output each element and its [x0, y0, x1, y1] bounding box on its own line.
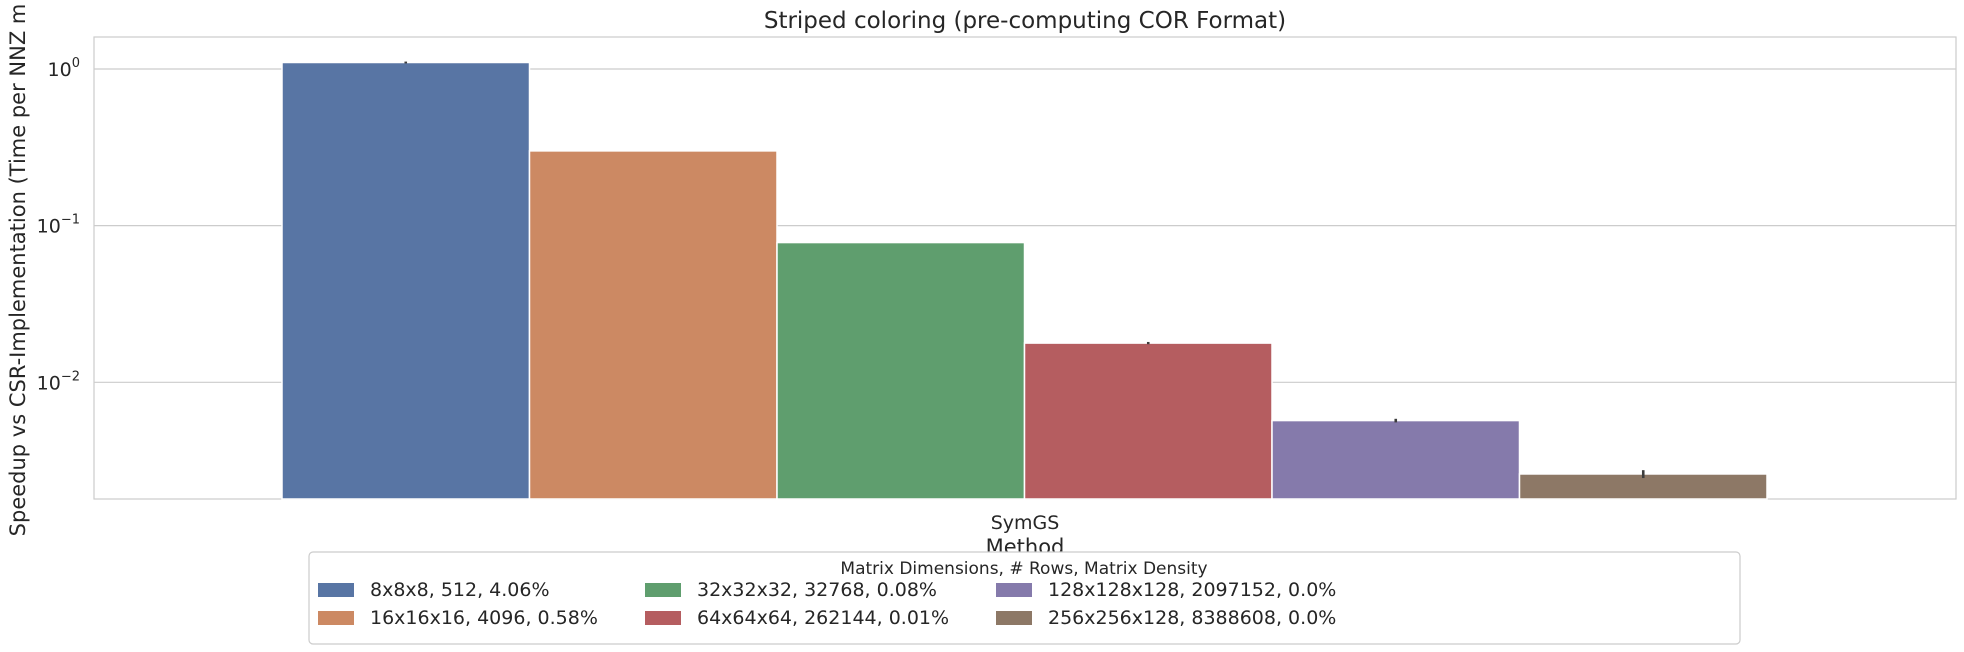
legend-swatch [996, 611, 1032, 625]
legend-swatch [645, 611, 681, 625]
bar-series-2 [528, 150, 778, 500]
y-tick-label: 10−2 [37, 369, 80, 394]
bar-series-1 [281, 61, 531, 500]
legend-swatch [645, 583, 681, 597]
error-bars [404, 61, 1645, 479]
chart-title: Striped coloring (pre-computing COR Form… [764, 8, 1286, 34]
legend-label: 16x16x16, 4096, 0.58% [370, 607, 598, 629]
legend-swatch [318, 611, 354, 625]
y-tick-label: 100 [48, 56, 80, 81]
y-axis-label: Speedup vs CSR-Implementation (Time per … [6, 4, 30, 537]
legend-title: Matrix Dimensions, # Rows, Matrix Densit… [840, 559, 1207, 579]
bar-series-4 [1023, 342, 1273, 500]
legend-label: 8x8x8, 512, 4.06% [370, 579, 550, 601]
x-tick-label: SymGS [991, 512, 1060, 534]
y-tick-labels: 100 10−1 10−2 [37, 56, 80, 394]
legend: Matrix Dimensions, # Rows, Matrix Densit… [308, 551, 1741, 645]
legend-items: 8x8x8, 512, 4.06% 16x16x16, 4096, 0.58% 32… [318, 579, 1336, 629]
legend-swatch [996, 583, 1032, 597]
bar-series-3 [776, 241, 1026, 500]
bars [281, 61, 1768, 500]
bar-series-6 [1518, 473, 1768, 500]
legend-label: 32x32x32, 32768, 0.08% [697, 579, 937, 601]
y-tick-label: 10−1 [37, 213, 80, 238]
legend-label: 128x128x128, 2097152, 0.0% [1048, 579, 1336, 601]
legend-label: 256x256x128, 8388608, 0.0% [1048, 607, 1336, 629]
legend-swatch [318, 583, 354, 597]
bar-series-5 [1271, 419, 1521, 500]
legend-label: 64x64x64, 262144, 0.01% [697, 607, 949, 629]
